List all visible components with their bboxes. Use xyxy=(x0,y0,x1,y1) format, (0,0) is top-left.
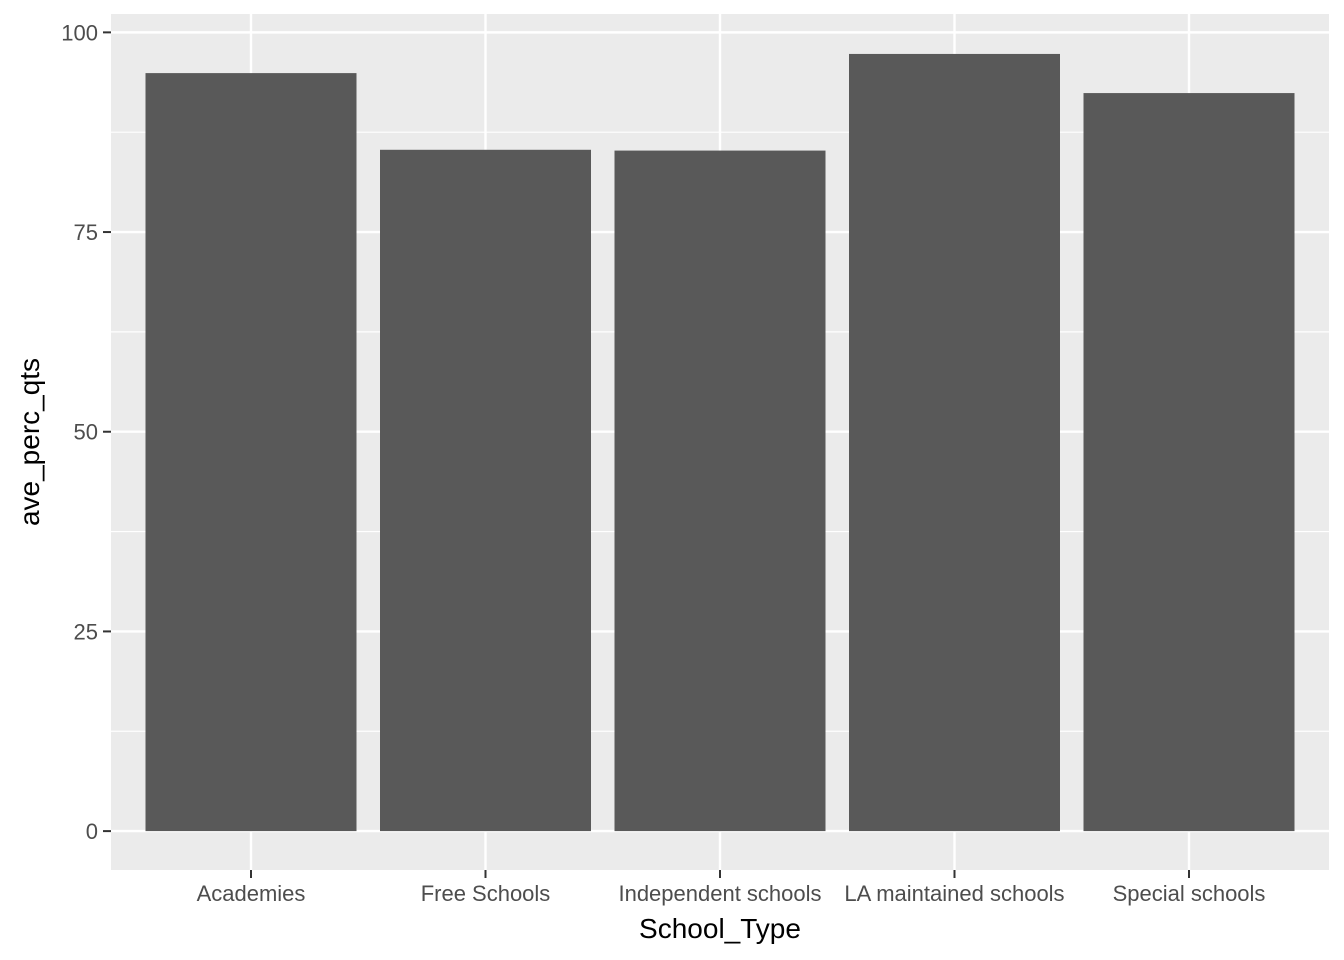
bar-independent-schools xyxy=(614,150,826,832)
y-axis-title: ave_perc_qts xyxy=(14,358,45,526)
x-axis-title: School_Type xyxy=(639,913,801,944)
y-tick-label: 75 xyxy=(74,220,98,245)
y-tick-label: 25 xyxy=(74,619,98,644)
bar-free-schools xyxy=(380,149,591,832)
x-tick-label: Academies xyxy=(197,881,306,906)
y-axis-ticks: 0 25 50 75 100 xyxy=(61,20,111,844)
x-tick-label: Independent schools xyxy=(618,881,821,906)
x-tick-label: LA maintained schools xyxy=(844,881,1064,906)
bars xyxy=(145,53,1295,832)
y-tick-label: 100 xyxy=(61,20,98,45)
bar-special-schools xyxy=(1083,93,1295,832)
x-tick-label: Special schools xyxy=(1113,881,1266,906)
bar-academies xyxy=(145,73,357,832)
x-tick-label: Free Schools xyxy=(421,881,551,906)
y-tick-label: 0 xyxy=(86,819,98,844)
x-axis-ticks: Academies Free Schools Independent schools… xyxy=(197,870,1266,906)
bar-la-maintained-schools xyxy=(849,53,1060,832)
y-tick-label: 50 xyxy=(74,420,98,445)
